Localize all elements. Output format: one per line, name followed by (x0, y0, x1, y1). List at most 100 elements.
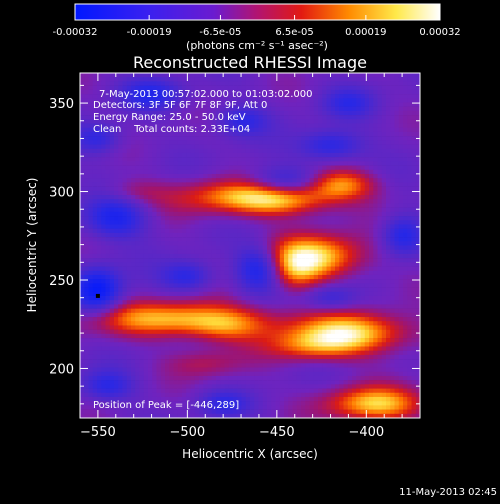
heatmap-cell (352, 90, 357, 95)
heatmap-cell (327, 246, 332, 251)
heatmap-cell (178, 199, 183, 204)
heatmap-cell (182, 237, 187, 242)
heatmap-cell (365, 119, 370, 124)
heatmap-cell (390, 241, 395, 246)
heatmap-cell (361, 115, 366, 120)
heatmap-cell (229, 279, 234, 284)
heatmap-cell (242, 246, 247, 251)
heatmap-cell (310, 241, 315, 246)
heatmap-cell (318, 199, 323, 204)
heatmap-cell (356, 98, 361, 103)
heatmap-cell (297, 325, 302, 330)
heatmap-cell (80, 334, 85, 339)
heatmap-cell (288, 212, 293, 217)
heatmap-cell (390, 262, 395, 267)
heatmap-cell (407, 216, 412, 221)
heatmap-cell (352, 224, 357, 229)
heatmap-cell (386, 271, 391, 276)
heatmap-cell (331, 199, 336, 204)
heatmap-cell (131, 212, 136, 217)
heatmap-cell (314, 107, 319, 112)
heatmap-cell (182, 187, 187, 192)
heatmap-cell (123, 296, 128, 301)
heatmap-cell (199, 77, 204, 82)
heatmap-cell (327, 309, 332, 314)
heatmap-cell (344, 283, 349, 288)
heatmap-cell (161, 258, 166, 263)
heatmap-cell (237, 140, 242, 145)
heatmap-cell (127, 145, 132, 150)
heatmap-cell (148, 254, 153, 259)
heatmap-cell (161, 233, 166, 238)
heatmap-cell (339, 123, 344, 128)
heatmap-cell (123, 300, 128, 305)
heatmap-cell (344, 81, 349, 86)
heatmap-cell (123, 191, 128, 196)
heatmap-cell (378, 153, 383, 158)
heatmap-cell (114, 330, 119, 335)
heatmap-cell (101, 199, 106, 204)
heatmap-cell (339, 246, 344, 251)
heatmap-cell (335, 275, 340, 280)
heatmap-cell (386, 229, 391, 234)
heatmap-cell (208, 288, 213, 293)
heatmap-cell (148, 203, 153, 208)
heatmap-cell (101, 330, 106, 335)
heatmap-cell (259, 182, 264, 187)
heatmap-cell (301, 132, 306, 137)
heatmap-cell (305, 254, 310, 259)
heatmap-cell (169, 161, 174, 166)
heatmap-cell (271, 317, 276, 322)
heatmap-cell (267, 313, 272, 318)
heatmap-cell (106, 309, 111, 314)
heatmap-cell (246, 330, 251, 335)
heatmap-cell (123, 325, 128, 330)
heatmap-cell (216, 292, 221, 297)
heatmap-cell (161, 73, 166, 78)
heatmap-cell (284, 216, 289, 221)
heatmap-cell (373, 136, 378, 141)
heatmap-cell (161, 187, 166, 192)
heatmap-cell (403, 237, 408, 242)
heatmap-cell (199, 313, 204, 318)
heatmap-cell (114, 149, 119, 154)
heatmap-cell (93, 170, 98, 175)
heatmap-cell (382, 195, 387, 200)
heatmap-cell (339, 128, 344, 133)
heatmap-cell (297, 258, 302, 263)
heatmap-cell (407, 258, 412, 263)
heatmap-cell (127, 275, 132, 280)
heatmap-cell (412, 98, 417, 103)
heatmap-cell (152, 304, 157, 309)
heatmap-cell (212, 229, 217, 234)
heatmap-cell (361, 77, 366, 82)
heatmap-cell (182, 250, 187, 255)
heatmap-cell (390, 258, 395, 263)
heatmap-cell (101, 246, 106, 251)
heatmap-cell (280, 107, 285, 112)
heatmap-cell (186, 136, 191, 141)
heatmap-cell (199, 145, 204, 150)
heatmap-cell (263, 81, 268, 86)
heatmap-cell (344, 157, 349, 162)
heatmap-cell (335, 304, 340, 309)
heatmap-cell (318, 321, 323, 326)
heatmap-cell (322, 262, 327, 267)
heatmap-cell (288, 77, 293, 82)
heatmap-cell (144, 325, 149, 330)
heatmap-cell (344, 254, 349, 259)
heatmap-cell (382, 233, 387, 238)
heatmap-cell (318, 170, 323, 175)
heatmap-cell (356, 237, 361, 242)
heatmap-cell (135, 292, 140, 297)
heatmap-cell (267, 296, 272, 301)
heatmap-cell (297, 224, 302, 229)
heatmap-cell (390, 254, 395, 259)
heatmap-cell (229, 300, 234, 305)
heatmap-cell (131, 145, 136, 150)
heatmap-cell (89, 216, 94, 221)
heatmap-cell (195, 267, 200, 272)
heatmap-cell (233, 325, 238, 330)
heatmap-cell (293, 224, 298, 229)
heatmap-cell (284, 77, 289, 82)
